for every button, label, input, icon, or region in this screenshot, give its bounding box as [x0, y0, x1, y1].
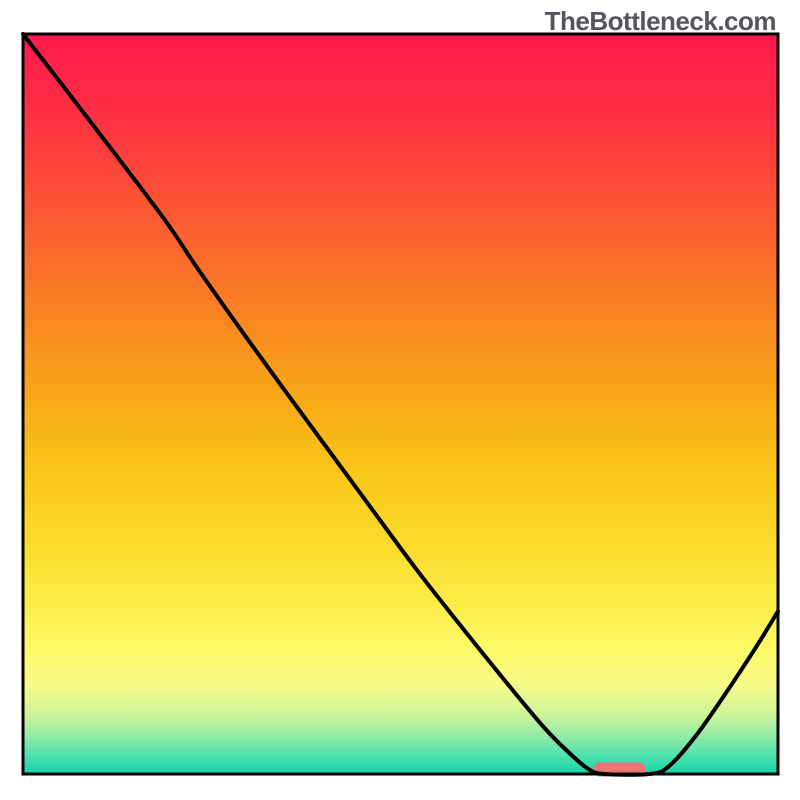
gradient-background: [25, 36, 777, 773]
chart-container: TheBottleneck.com: [0, 0, 800, 800]
watermark-text: TheBottleneck.com: [545, 6, 776, 37]
bottleneck-chart: [0, 0, 800, 800]
